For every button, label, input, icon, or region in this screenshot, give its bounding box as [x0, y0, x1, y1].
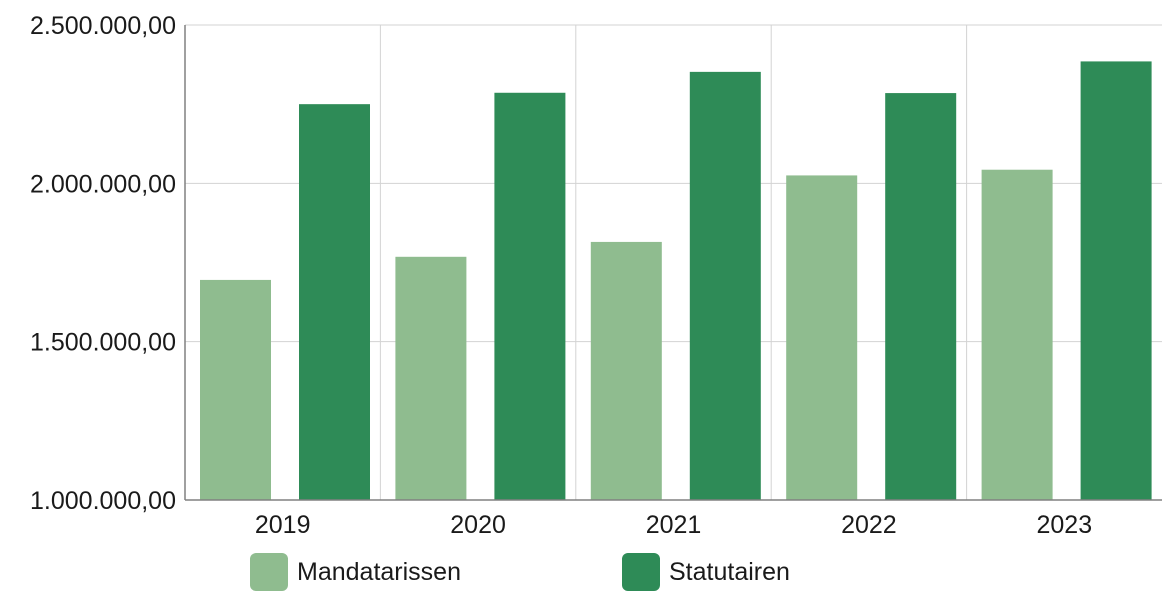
x-axis-labels: 2019 2020 2021 2022 2023	[255, 511, 1092, 539]
legend-swatch-mandatarissen	[250, 553, 288, 591]
legend-item-mandatarissen[interactable]: Mandatarissen	[250, 552, 461, 592]
x-tick-label-2021: 2021	[646, 511, 702, 539]
bar-statutairen-2023	[1080, 61, 1152, 501]
bar-mandatarissen-2021	[590, 241, 662, 500]
x-tick-label-2023: 2023	[1036, 511, 1092, 539]
bar-mandatarissen-2023	[981, 169, 1053, 500]
x-tick-label-2020: 2020	[450, 511, 506, 539]
bars-layer	[200, 61, 1152, 501]
axis-layer	[184, 25, 1162, 501]
legend-label-mandatarissen: Mandatarissen	[297, 557, 461, 586]
bar-mandatarissen-2022	[786, 175, 858, 500]
legend-label-statutairen: Statutairen	[669, 557, 790, 586]
x-tick-label-2022: 2022	[841, 511, 897, 539]
x-tick-label-2019: 2019	[255, 511, 311, 539]
y-tick-label-1: 1.500.000,00	[30, 329, 176, 357]
y-tick-label-3: 2.500.000,00	[30, 12, 176, 40]
y-tick-label-2: 2.000.000,00	[30, 170, 176, 198]
legend-item-statutairen[interactable]: Statutairen	[622, 552, 790, 592]
bar-mandatarissen-2020	[395, 256, 467, 500]
y-axis-labels: 1.000.000,00 1.500.000,00 2.000.000,00 2.50…	[30, 12, 176, 515]
bar-statutairen-2020	[494, 92, 566, 501]
bar-mandatarissen-2019	[200, 279, 271, 500]
legend-swatch-statutairen	[622, 553, 660, 591]
bar-statutairen-2021	[689, 71, 761, 500]
bar-statutairen-2022	[885, 93, 957, 500]
bar-statutairen-2019	[299, 104, 370, 501]
y-tick-label-0: 1.000.000,00	[30, 487, 176, 515]
legend: Mandatarissen Statutairen	[0, 552, 1164, 592]
